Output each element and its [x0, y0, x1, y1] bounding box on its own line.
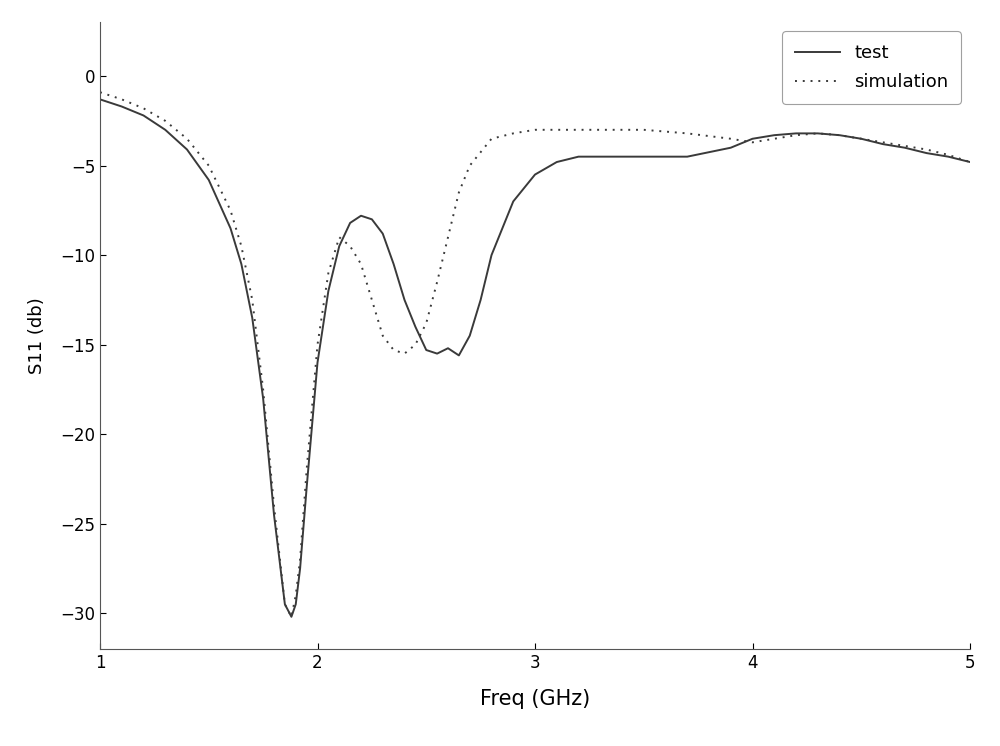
test	[94, 95, 106, 104]
Y-axis label: S11 (db): S11 (db)	[28, 298, 46, 374]
simulation	[94, 88, 106, 97]
test	[285, 612, 297, 621]
test	[964, 157, 976, 166]
test	[181, 145, 193, 154]
simulation	[964, 157, 976, 166]
test	[529, 170, 541, 179]
X-axis label: Freq (GHz): Freq (GHz)	[480, 689, 590, 709]
simulation	[322, 269, 334, 278]
simulation	[942, 151, 954, 160]
test	[486, 251, 498, 260]
test	[409, 322, 421, 331]
Line: test: test	[100, 99, 970, 617]
test	[899, 143, 911, 152]
simulation	[638, 125, 650, 134]
test	[344, 219, 356, 228]
Line: simulation: simulation	[100, 93, 970, 617]
simulation	[312, 340, 324, 349]
simulation	[551, 125, 563, 134]
simulation	[285, 612, 297, 621]
Legend: test, simulation: test, simulation	[782, 31, 961, 104]
simulation	[279, 600, 291, 609]
